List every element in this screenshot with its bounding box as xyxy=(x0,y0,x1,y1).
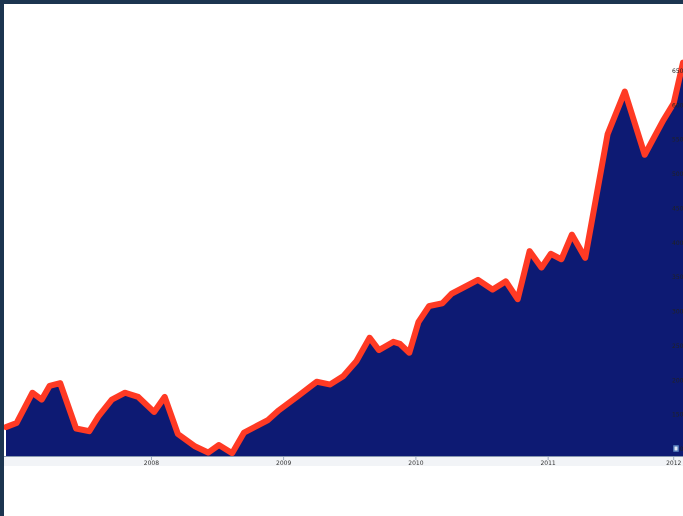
zoom-icon xyxy=(673,445,679,452)
data-point-48 xyxy=(606,132,610,136)
data-point-3 xyxy=(40,398,44,402)
data-point-35 xyxy=(440,301,444,305)
data-point-39 xyxy=(491,288,495,292)
data-point-2 xyxy=(30,391,34,395)
data-point-37 xyxy=(463,285,467,289)
y-tick-label-650: 650 xyxy=(672,68,683,75)
data-point-25 xyxy=(328,383,332,387)
data-point-14 xyxy=(176,432,180,436)
x-tick-label-2008: 2008 xyxy=(144,460,159,467)
data-point-44 xyxy=(549,252,553,256)
data-point-31 xyxy=(398,342,402,346)
data-point-26 xyxy=(341,374,345,378)
y-tick-label-150: 150 xyxy=(672,412,683,419)
data-point-43 xyxy=(540,266,544,270)
x-tick-label-2009: 2009 xyxy=(276,460,291,467)
data-point-47 xyxy=(583,256,587,260)
data-point-15 xyxy=(193,444,197,448)
data-point-9 xyxy=(110,398,114,402)
data-point-23 xyxy=(295,395,299,399)
data-point-6 xyxy=(74,427,78,431)
y-tick-label-400: 400 xyxy=(672,240,683,247)
y-tick-label-200: 200 xyxy=(672,377,683,384)
data-point-0 xyxy=(4,425,8,429)
data-point-8 xyxy=(97,414,101,418)
data-point-42 xyxy=(528,249,532,253)
y-tick-label-550: 550 xyxy=(672,137,683,144)
zoom-icon-inner xyxy=(675,447,678,451)
data-point-36 xyxy=(450,292,454,296)
data-point-29 xyxy=(377,348,381,352)
data-point-4 xyxy=(48,384,52,388)
y-tick-label-300: 300 xyxy=(672,309,683,316)
y-tick-label-500: 500 xyxy=(672,171,683,178)
data-point-19 xyxy=(242,431,246,435)
data-point-49 xyxy=(623,90,627,94)
data-point-7 xyxy=(87,429,91,433)
x-axis: 2008 2009 2010 2011 2012 xyxy=(4,456,683,467)
data-point-51 xyxy=(661,118,665,122)
x-tick-label-2012: 2012 xyxy=(666,460,681,467)
data-point-41 xyxy=(516,297,520,301)
data-point-27 xyxy=(354,359,358,363)
data-point-12 xyxy=(152,410,156,414)
area-layer xyxy=(6,63,683,456)
y-tick-label-450: 450 xyxy=(672,205,683,212)
y-tick-label-250: 250 xyxy=(672,343,683,350)
chart-controls xyxy=(673,445,679,452)
data-point-1 xyxy=(15,421,19,425)
y-tick-label-350: 350 xyxy=(672,274,683,281)
data-point-5 xyxy=(58,381,62,385)
data-point-38 xyxy=(476,278,480,282)
x-axis-band xyxy=(4,456,683,466)
data-point-50 xyxy=(643,153,647,157)
data-point-22 xyxy=(276,409,280,413)
x-tick-label-2011: 2011 xyxy=(540,460,555,467)
data-point-17 xyxy=(217,443,221,447)
data-point-28 xyxy=(368,336,372,340)
data-point-10 xyxy=(123,391,127,395)
data-point-24 xyxy=(315,380,319,384)
data-point-11 xyxy=(136,395,140,399)
x-tick-label-2010: 2010 xyxy=(408,460,423,467)
data-point-40 xyxy=(504,279,508,283)
data-point-32 xyxy=(407,351,411,355)
data-point-16 xyxy=(206,451,210,455)
data-point-18 xyxy=(230,451,234,455)
data-point-34 xyxy=(427,304,431,308)
data-point-21 xyxy=(266,418,270,422)
y-tick-label-600: 600 xyxy=(672,102,683,109)
data-point-46 xyxy=(570,233,574,237)
data-point-33 xyxy=(417,320,421,324)
series-area xyxy=(6,63,683,456)
data-point-20 xyxy=(255,424,259,428)
data-point-45 xyxy=(559,257,563,261)
data-point-13 xyxy=(163,395,167,399)
data-point-30 xyxy=(391,340,395,344)
